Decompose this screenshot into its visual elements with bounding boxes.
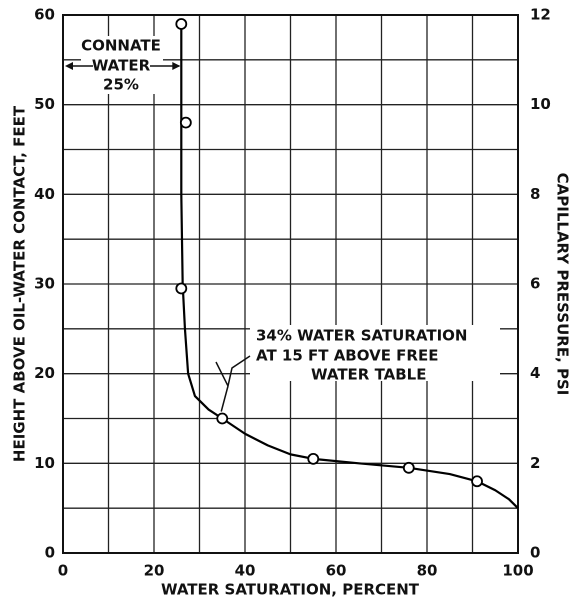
y-tick-label: 20 (34, 364, 55, 382)
annotation-text: AT 15 FT ABOVE FREE (256, 347, 438, 365)
data-point (402, 461, 415, 474)
annotation-bg (250, 325, 500, 381)
y2-tick-label: 0 (530, 544, 540, 562)
y2-axis-title: CAPILLARY PRESSURE, PSI (554, 173, 570, 396)
y-tick-label: 0 (45, 544, 55, 562)
annotation-arrow (215, 355, 251, 412)
data-point (216, 412, 229, 425)
plot-frame (62, 14, 519, 554)
y2-tick-label: 8 (530, 185, 540, 203)
curve (180, 23, 519, 509)
x-tick-label: 20 (144, 562, 165, 580)
annotation-text: CONNATE (81, 37, 161, 55)
y-tick-label: 60 (34, 6, 55, 24)
annotation-text: WATER TABLE (311, 366, 426, 384)
x-tick-label: 100 (502, 562, 533, 580)
x-tick-label: 60 (326, 562, 347, 580)
x-axis-title: WATER SATURATION, PERCENT (161, 581, 420, 599)
annotation-text: 34% WATER SATURATION (256, 327, 467, 345)
x-tick-label: 0 (58, 562, 68, 580)
y2-tick-label: 12 (530, 6, 551, 24)
x-tick-label: 40 (235, 562, 256, 580)
y-tick-label: 30 (34, 275, 55, 293)
arrow-head (65, 62, 73, 70)
y2-tick-label: 4 (530, 364, 540, 382)
data-point (175, 18, 188, 30)
y-tick-label: 40 (34, 185, 55, 203)
y2-tick-label: 2 (530, 454, 540, 472)
y-axis-title: HEIGHT ABOVE OIL-WATER CONTACT, FEET (11, 105, 29, 462)
data-point (471, 475, 483, 488)
x-tick-label: 80 (417, 562, 438, 580)
annotation-bg (81, 36, 163, 94)
y-tick-label: 10 (34, 454, 55, 472)
annotation-text: 25% (103, 76, 139, 94)
data-point (307, 452, 320, 465)
data-point (175, 282, 188, 295)
y-tick-label: 50 (34, 95, 55, 113)
arrow-head (172, 62, 181, 70)
data-point (179, 116, 192, 129)
y2-tick-label: 10 (530, 95, 551, 113)
y2-tick-label: 6 (530, 275, 540, 293)
annotation-text: WATER (92, 57, 151, 75)
